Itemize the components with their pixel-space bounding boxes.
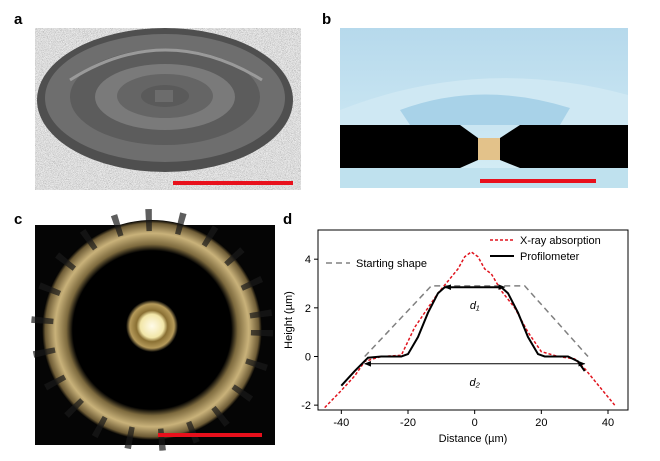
x-tick-label: 20 bbox=[535, 417, 547, 429]
y-tick-label: 4 bbox=[305, 254, 311, 266]
chart: Distance (µm) Height (µm) bbox=[283, 229, 629, 445]
panel-label: a bbox=[14, 11, 23, 28]
y-axis-label: Height (µm) bbox=[283, 291, 295, 349]
x-tick-label: 0 bbox=[472, 417, 478, 429]
legend-label: X-ray absorption bbox=[520, 235, 601, 247]
plot-frame bbox=[317, 229, 629, 411]
model-render bbox=[340, 28, 628, 188]
legend-label: Starting shape bbox=[356, 258, 427, 270]
y-tick-label: 0 bbox=[305, 351, 311, 363]
dimension-label: d₂ bbox=[470, 377, 481, 389]
legend-label: Profilometer bbox=[520, 251, 580, 263]
x-tick-label: -40 bbox=[333, 417, 349, 429]
x-tick-label: 40 bbox=[602, 417, 614, 429]
data-line bbox=[340, 286, 586, 387]
panel-label: b bbox=[322, 11, 331, 28]
optical-image bbox=[31, 209, 275, 451]
y-tick-label: 2 bbox=[305, 303, 311, 315]
panel-label: c bbox=[14, 211, 22, 228]
dimension-label: d₁ bbox=[470, 300, 480, 312]
sem-image bbox=[35, 28, 301, 190]
x-tick-label: -20 bbox=[400, 417, 416, 429]
y-tick-label: -2 bbox=[301, 400, 311, 412]
data-line bbox=[364, 285, 589, 358]
x-axis-label: Distance (µm) bbox=[439, 433, 508, 445]
panel-label: d bbox=[283, 211, 292, 228]
